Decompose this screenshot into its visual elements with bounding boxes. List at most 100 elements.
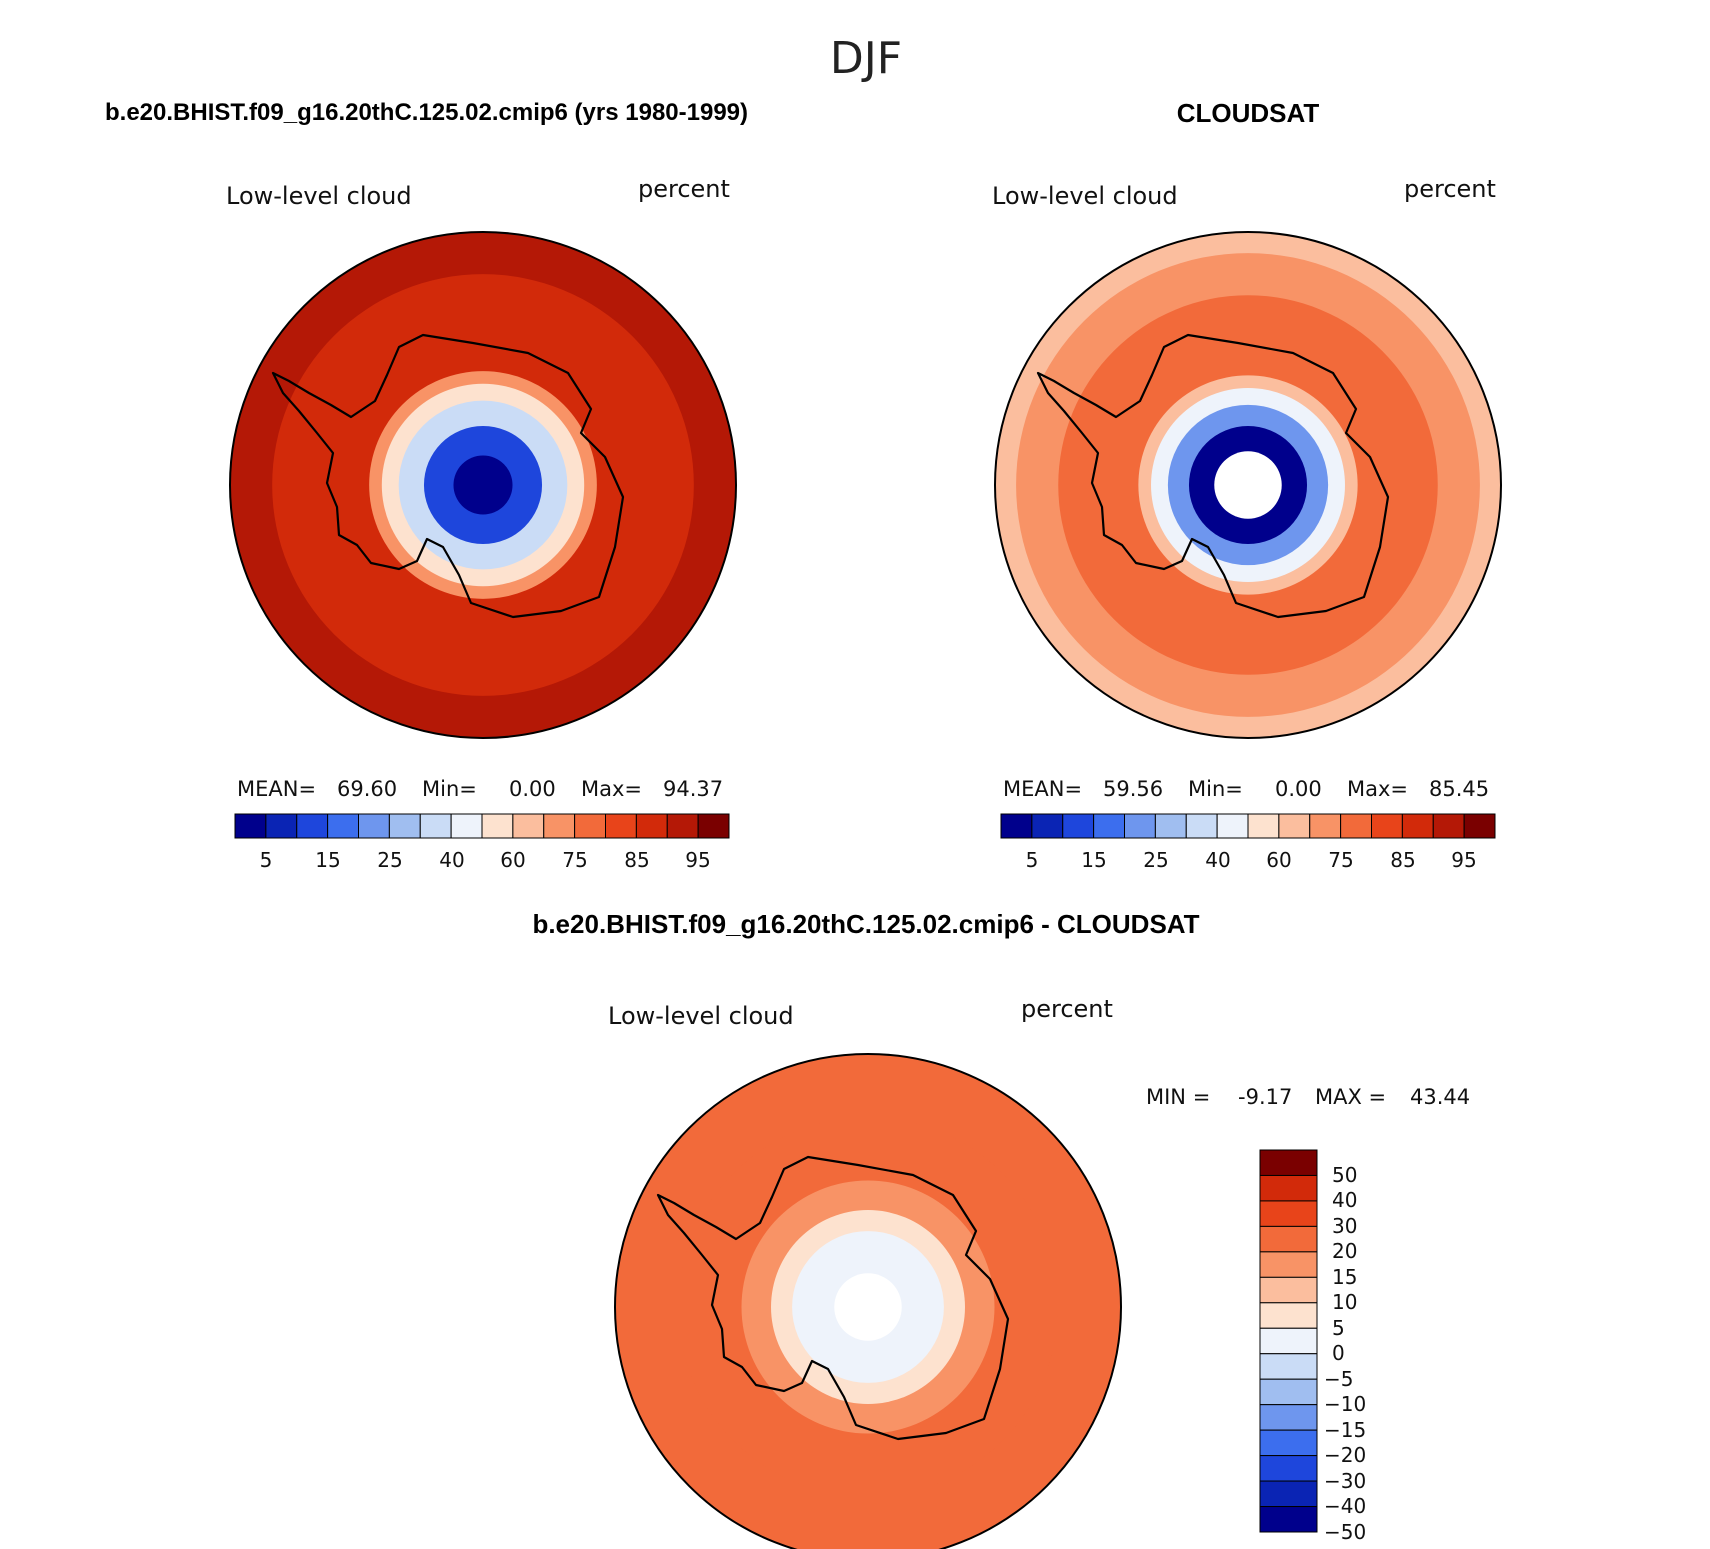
colorbar-tick: 95	[1451, 848, 1476, 872]
colorbar-tick: 75	[562, 848, 587, 872]
colorbar-swatch	[1259, 1506, 1318, 1533]
colorbar-tick: 95	[685, 848, 710, 872]
min-value: -9.17	[1238, 1085, 1292, 1109]
max-label: MAX =	[1315, 1085, 1386, 1109]
colorbar-swatch	[265, 813, 298, 839]
colorbar-tick: 20	[1332, 1239, 1357, 1263]
max-label: Max=	[1347, 777, 1408, 801]
colorbar-swatch	[1259, 1353, 1318, 1380]
units-label: percent	[638, 175, 730, 203]
colorbar-swatch	[666, 813, 699, 839]
colorbar-swatch	[1259, 1455, 1318, 1482]
colorbar-tick: 50	[1332, 1163, 1357, 1187]
colorbar-swatch	[635, 813, 668, 839]
colorbar-tick: 0	[1332, 1341, 1345, 1365]
colorbar-swatch	[1154, 813, 1187, 839]
variable-label: Low-level cloud	[226, 182, 412, 210]
stats-line: MIN = -9.17 MAX = 43.44	[1146, 1085, 1470, 1109]
min-label: Min=	[422, 777, 477, 801]
panel-difference: b.e20.BHIST.f09_g16.20thC.125.02.cmip6 -…	[532, 909, 1470, 1549]
min-label: MIN =	[1146, 1085, 1210, 1109]
colorbar-swatch	[1000, 813, 1033, 839]
colorbar	[1000, 813, 1496, 839]
panel-obs: CLOUDSAT Low-level cloud percent MEAN= 5…	[992, 98, 1502, 872]
mean-label: MEAN=	[237, 777, 316, 801]
colorbar-tick: −10	[1324, 1392, 1366, 1416]
panel-title: CLOUDSAT	[1177, 98, 1320, 128]
stats-line: MEAN= 59.56 Min= 0.00 Max= 85.45	[1003, 777, 1489, 801]
colorbar-tick: 15	[1332, 1265, 1357, 1289]
colorbar-tick: 40	[1332, 1188, 1357, 1212]
colorbar-swatch	[1247, 813, 1280, 839]
panel-title: b.e20.BHIST.f09_g16.20thC.125.02.cmip6 -…	[532, 909, 1199, 939]
colorbar-tick: 60	[500, 848, 525, 872]
colorbar-swatch	[481, 813, 514, 839]
colorbar-swatch	[1259, 1149, 1318, 1176]
stats-line: MEAN= 69.60 Min= 0.00 Max= 94.37	[237, 777, 723, 801]
colorbar-tick: −50	[1324, 1520, 1366, 1544]
min-value: 0.00	[509, 777, 556, 801]
colorbar-swatch	[388, 813, 421, 839]
colorbar-tick: 75	[1328, 848, 1353, 872]
colorbar-swatch	[1259, 1174, 1318, 1202]
max-value: 94.37	[663, 777, 723, 801]
colorbar-swatch	[1309, 813, 1342, 839]
colorbar-swatch	[1062, 813, 1095, 839]
panel-model: b.e20.BHIST.f09_g16.20thC.125.02.cmip6 (…	[105, 99, 748, 872]
colorbar-ticks: 50 40 30 20 15 10 5 0 −5 −10 −15 −20 −30…	[1324, 1163, 1366, 1544]
colorbar-swatch	[1259, 1225, 1318, 1253]
units-label: percent	[1404, 175, 1496, 203]
colorbar-tick: 10	[1332, 1290, 1357, 1314]
colorbar-tick: 5	[260, 848, 273, 872]
colorbar-tick: 85	[1390, 848, 1415, 872]
colorbar-tick: 60	[1266, 848, 1291, 872]
variable-label: Low-level cloud	[992, 182, 1178, 210]
colorbar-tick: −40	[1324, 1494, 1366, 1518]
colorbar-swatch	[1463, 813, 1496, 839]
colorbar-swatch	[1432, 813, 1465, 839]
colorbar-swatch	[543, 813, 576, 839]
colorbar-tick: −5	[1324, 1367, 1353, 1391]
max-value: 43.44	[1410, 1085, 1470, 1109]
colorbar-swatch	[1259, 1251, 1318, 1278]
colorbar-swatch	[1259, 1327, 1318, 1355]
colorbar-tick: 25	[377, 848, 402, 872]
colorbar-ticks: 5 15 25 40 60 75 85 95	[1026, 848, 1477, 872]
missing-data-hole	[1214, 451, 1282, 519]
colorbar-swatch	[1278, 813, 1311, 839]
colorbar-swatch	[1259, 1480, 1318, 1508]
variable-label: Low-level cloud	[608, 1002, 794, 1030]
colorbar-tick: −20	[1324, 1443, 1366, 1467]
colorbar-swatch	[1185, 813, 1218, 839]
min-label: Min=	[1188, 777, 1243, 801]
colorbar-tick: −30	[1324, 1469, 1366, 1493]
colorbar-swatch	[327, 813, 359, 839]
polar-map	[615, 1054, 1121, 1549]
colorbar-swatch	[1093, 813, 1125, 839]
colorbar-swatch	[1259, 1378, 1318, 1406]
colorbar-ticks: 5 15 25 40 60 75 85 95	[260, 848, 711, 872]
colorbar	[1259, 1149, 1318, 1533]
polar-map	[995, 232, 1501, 738]
colorbar	[234, 813, 730, 839]
panel-title: b.e20.BHIST.f09_g16.20thC.125.02.cmip6 (…	[105, 99, 748, 126]
missing-data-hole	[834, 1273, 902, 1341]
colorbar-tick: 40	[1205, 848, 1230, 872]
colorbar-swatch	[605, 813, 637, 839]
colorbar-swatch	[450, 813, 483, 839]
colorbar-swatch	[1124, 813, 1156, 839]
colorbar-swatch	[1371, 813, 1403, 839]
colorbar-tick: 5	[1026, 848, 1039, 872]
colorbar-tick: 25	[1143, 848, 1168, 872]
page-title: DJF	[830, 33, 902, 84]
colorbar-swatch	[1340, 813, 1372, 839]
map-border	[994, 231, 1502, 739]
mean-value: 59.56	[1103, 777, 1163, 801]
colorbar-tick: 15	[1081, 848, 1106, 872]
colorbar-swatch	[1216, 813, 1249, 839]
colorbar-swatch	[697, 813, 730, 839]
colorbar-swatch	[1259, 1404, 1318, 1431]
colorbar-swatch	[1259, 1276, 1318, 1304]
colorbar-swatch	[234, 813, 267, 839]
